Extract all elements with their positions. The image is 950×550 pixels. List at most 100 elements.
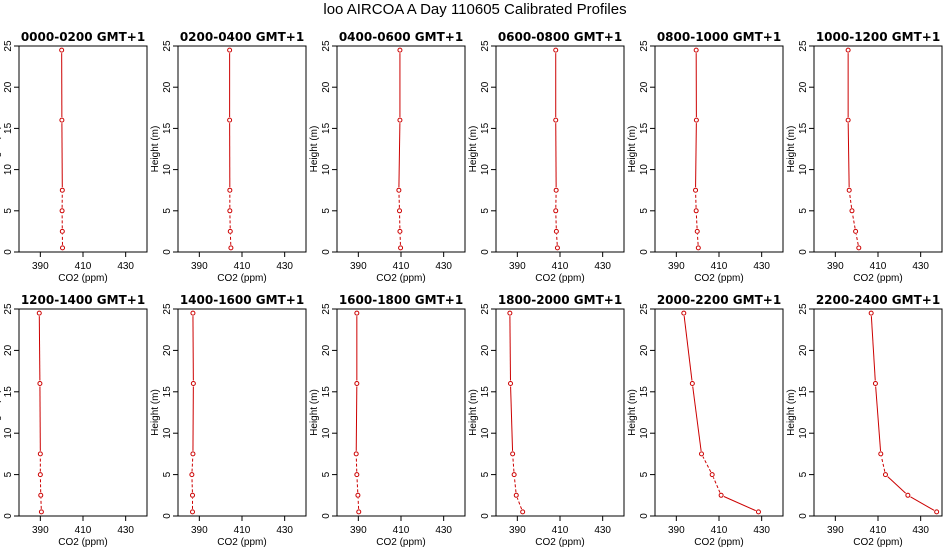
y-tick-label: 20	[480, 344, 491, 356]
profile-point	[553, 187, 559, 193]
profile-point	[510, 451, 516, 457]
x-tick-label: 410	[393, 261, 410, 272]
y-tick-label: 0	[162, 249, 173, 255]
x-tick-label: 390	[350, 525, 367, 536]
y-tick-label: 0	[480, 249, 491, 255]
x-tick-label: 430	[753, 525, 770, 536]
profile-point	[59, 117, 65, 123]
y-axis-label: Height (m)	[627, 389, 638, 436]
profile-point	[689, 381, 695, 387]
profile-segment	[556, 234, 558, 245]
profile-point	[695, 245, 701, 251]
profile-point	[693, 117, 699, 123]
profile-point	[553, 47, 559, 53]
profile-point	[868, 310, 874, 316]
x-tick-label: 390	[509, 525, 526, 536]
y-tick-label: 15	[639, 386, 650, 398]
y-tick-label: 5	[480, 208, 491, 214]
y-tick-label: 25	[480, 40, 491, 52]
profile-point	[693, 187, 699, 193]
x-tick-label: 430	[912, 261, 929, 272]
y-tick-label: 10	[3, 164, 14, 176]
y-tick-label: 20	[3, 81, 14, 93]
x-axis-label: CO2 (ppm)	[535, 537, 584, 548]
profile-point	[59, 228, 65, 234]
profile-point	[693, 208, 699, 214]
profile-point	[398, 245, 404, 251]
profile-point	[59, 208, 65, 214]
panel-title: 1200-1400 GMT+1	[21, 293, 145, 307]
profile-point	[694, 228, 700, 234]
y-tick-label: 15	[798, 122, 809, 134]
y-tick-label: 15	[639, 122, 650, 134]
profile-point	[227, 47, 233, 53]
profile-point	[190, 451, 196, 457]
x-tick-label: 430	[912, 525, 929, 536]
y-tick-label: 20	[321, 344, 332, 356]
y-tick-label: 25	[480, 303, 491, 315]
profile-point	[878, 451, 884, 457]
profile-point	[681, 310, 687, 316]
profile-point	[553, 228, 559, 234]
y-tick-label: 0	[3, 513, 14, 519]
x-tick-label: 390	[509, 261, 526, 272]
y-tick-label: 15	[3, 386, 14, 398]
y-tick-label: 25	[3, 40, 14, 52]
profile-point	[356, 509, 362, 515]
x-tick-label: 390	[827, 525, 844, 536]
y-tick-label: 0	[321, 513, 332, 519]
profile-point	[354, 310, 360, 316]
profile-segment	[910, 496, 935, 511]
profile-segment	[510, 386, 514, 451]
x-tick-label: 390	[191, 525, 208, 536]
profile-segment	[356, 477, 359, 493]
y-tick-label: 20	[3, 344, 14, 356]
profile-point	[38, 492, 44, 498]
profile-point	[693, 47, 699, 53]
x-tick-label: 430	[594, 525, 611, 536]
profile-segment	[512, 456, 515, 472]
panel-title: 2000-2200 GMT+1	[657, 293, 781, 307]
y-axis-label: Height (m)	[786, 126, 797, 173]
y-tick-label: 15	[162, 122, 173, 134]
profile-point	[709, 472, 715, 478]
x-tick-label: 410	[75, 261, 92, 272]
y-axis-label: Height (m)	[150, 126, 161, 173]
profile-point	[397, 228, 403, 234]
x-tick-label: 390	[191, 261, 208, 272]
y-tick-label: 15	[480, 122, 491, 134]
panel-title: 0400-0600 GMT+1	[339, 30, 463, 44]
profile-point	[189, 472, 195, 478]
y-tick-label: 5	[321, 208, 332, 214]
y-tick-label: 5	[639, 208, 650, 214]
x-axis-label: CO2 (ppm)	[694, 273, 743, 284]
profile-segment	[398, 123, 401, 188]
y-tick-label: 20	[162, 81, 173, 93]
y-tick-label: 25	[798, 303, 809, 315]
profile-point	[553, 117, 559, 123]
y-tick-label: 25	[162, 40, 173, 52]
x-tick-label: 430	[117, 525, 134, 536]
profile-segment	[695, 213, 698, 229]
x-tick-label: 430	[276, 525, 293, 536]
profile-point	[228, 245, 234, 251]
y-tick-label: 20	[480, 81, 491, 93]
y-tick-label: 5	[162, 471, 173, 477]
profile-segment	[357, 498, 360, 509]
x-tick-label: 410	[552, 525, 569, 536]
plot-frame	[177, 45, 307, 253]
x-tick-label: 410	[234, 261, 251, 272]
profile-segment	[723, 496, 756, 512]
plot-frame	[18, 45, 148, 253]
profile-point	[190, 310, 196, 316]
profile-segment	[870, 316, 876, 381]
profile-segment	[880, 456, 886, 472]
plot-frame	[177, 308, 307, 517]
x-axis-label: CO2 (ppm)	[694, 537, 743, 548]
profile-segment	[875, 386, 882, 451]
profile-point	[227, 208, 233, 214]
profile-segment	[516, 497, 523, 510]
profile-point	[37, 451, 43, 457]
profile-point	[755, 509, 761, 515]
x-tick-label: 410	[711, 261, 728, 272]
